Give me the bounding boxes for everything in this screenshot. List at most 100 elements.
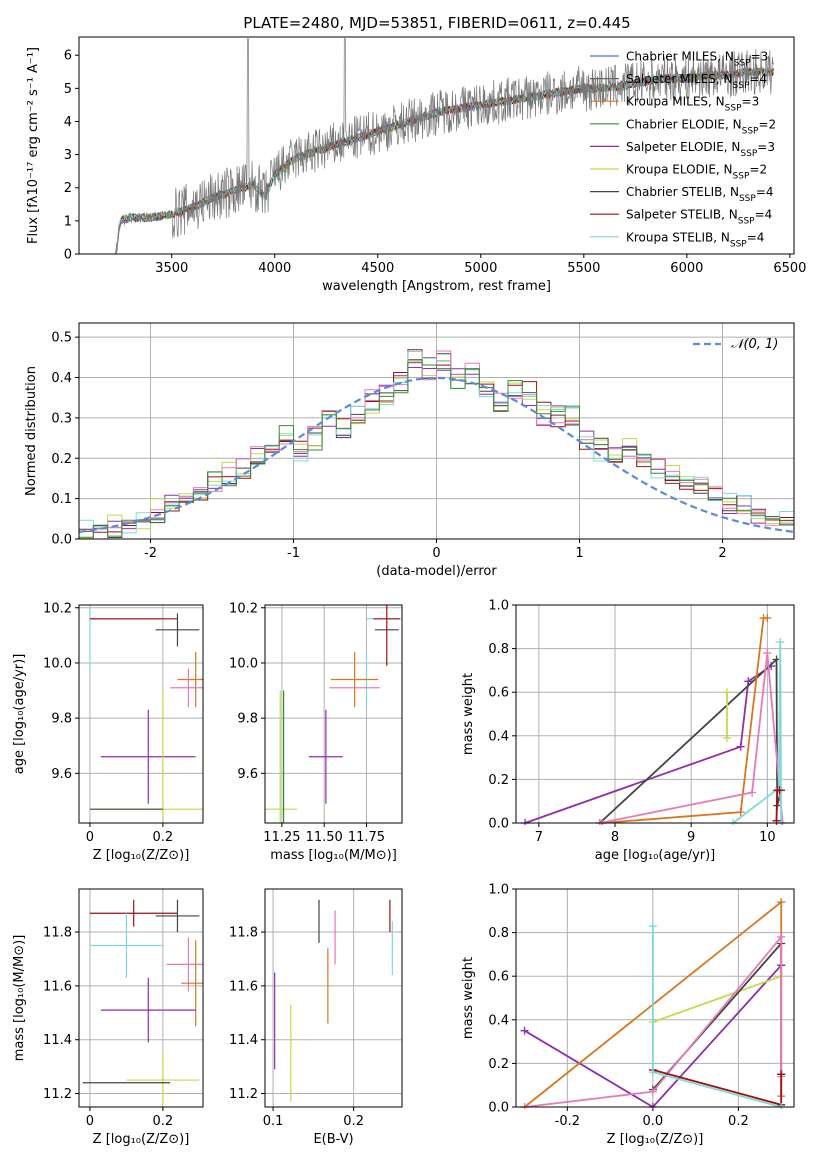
axes-frame: [515, 888, 795, 1108]
ticks: -0.2 0.0 0.2 0.0 0.2 0.4 0.6 0.8 1.0: [488, 883, 748, 1130]
y-tick-label: 0.4: [488, 1013, 509, 1028]
legend-label: Chabrier STELIB, NSSP=4: [626, 185, 774, 204]
series-marker: [748, 788, 757, 797]
y-tick-label: 10.2: [229, 601, 258, 616]
axes-frame: [78, 322, 795, 540]
y-tick-label: 1.0: [488, 883, 509, 898]
y-tick-label: 0.4: [488, 729, 509, 744]
series-marker: [776, 638, 785, 647]
y-tick-label: 0.4: [51, 371, 72, 386]
x-tick-label: -0.2: [555, 1114, 580, 1129]
y-tick-label: 11.2: [229, 1087, 258, 1102]
x-tick-label: -2: [144, 546, 157, 561]
series-marker: [772, 655, 781, 664]
series-marker: [736, 742, 745, 751]
y-tick-label: 1.0: [488, 599, 509, 614]
x-tick-label: 1: [575, 546, 583, 561]
age-vs-mass-panel: 11.25 11.50 11.75 9.6 9.8 10.0 10.2 mass [log₁₀…: [229, 601, 403, 863]
y-tick-label: 6: [64, 49, 72, 64]
ticks: 0.1 0.2 11.2 11.4 11.6 11.8: [229, 926, 364, 1129]
y-tick-label: 9.6: [237, 767, 258, 782]
x-tick-label: 5500: [567, 261, 600, 276]
x-tick-label: 0.2: [153, 830, 174, 845]
y-tick-label: 0.6: [488, 686, 509, 701]
ticks: 11.25 11.50 11.75 9.6 9.8 10.0 10.2: [229, 601, 385, 845]
y-tick-label: 1: [64, 214, 72, 229]
ticks: 0 0.2 11.2 11.4 11.6 11.8: [43, 926, 173, 1129]
legend-label: Salpeter STELIB, NSSP=4: [626, 208, 772, 227]
y-tick-label: 11.6: [43, 979, 72, 994]
x-tick-label: 0: [86, 830, 94, 845]
errorbar-point: [170, 668, 203, 708]
axes-frame: [264, 604, 403, 824]
series: [521, 614, 787, 825]
x-tick-label: 0.1: [263, 1114, 284, 1129]
y-tick-label: 0.0: [51, 533, 72, 548]
y-tick-label: 11.4: [229, 1033, 258, 1048]
grid: [265, 889, 402, 1107]
age-vs-Z-panel: 0 0.2 9.6 9.8 10.0 10.2 Z [log₁₀(Z/Z⊙)] age [lo…: [12, 601, 204, 863]
x-axis-label: mass [log₁₀(M/M⊙)]: [270, 848, 397, 863]
errorbar-point: [265, 690, 298, 823]
y-axis-label: mass weight: [461, 957, 476, 1039]
errorbar-point: [155, 613, 200, 647]
y-tick-label: 0.3: [51, 411, 72, 426]
x-tick-label: 11.25: [263, 830, 300, 845]
series-line-chab_stelib: [599, 657, 782, 824]
model-line-krou_stelib: [99, 66, 774, 254]
errorbar-point: [100, 977, 196, 1043]
legend: 𝒩(0, 1): [693, 337, 778, 352]
y-tick-label: 0.2: [51, 452, 72, 467]
grid: [79, 605, 203, 823]
x-tick-label: 8: [611, 830, 619, 845]
series-marker: [777, 898, 786, 907]
ticks: 7 8 9 10 0.0 0.2 0.4 0.6 0.8 1.0: [488, 599, 775, 846]
x-axis-label: Z [log₁₀(Z/Z⊙)]: [93, 1132, 190, 1147]
x-tick-label: 0.2: [153, 1114, 174, 1129]
y-tick-label: 0.0: [488, 1101, 509, 1116]
series-line-krou_stelib: [732, 642, 782, 824]
series-marker: [763, 614, 772, 623]
axes-frame: [78, 604, 204, 824]
x-tick-label: 6000: [670, 261, 703, 276]
residuals-panel: -2 -1 0 1 2 0.0 0.1 0.2 0.3 0.4 0.5 (data-model)/er…: [24, 322, 795, 579]
axes-frame: [264, 888, 403, 1108]
figure-title: PLATE=2480, MJD=53851, FIBERID=0611, z=0…: [243, 14, 630, 32]
x-axis-label: age [log₁₀(age/yr)]: [595, 848, 716, 863]
spectrum-lines: [99, 38, 774, 254]
y-axis-label: mass weight: [461, 673, 476, 755]
legend-label: Salpeter ELODIE, NSSP=3: [626, 140, 775, 159]
y-tick-label: 10.0: [229, 656, 258, 671]
y-tick-label: 9.8: [237, 712, 258, 727]
series-marker: [648, 922, 657, 931]
series-marker: [648, 1087, 657, 1096]
x-tick-label: 0.0: [643, 1114, 664, 1129]
y-axis-label: Normed distribution: [24, 366, 39, 496]
y-tick-label: 2: [64, 181, 72, 196]
series-marker: [744, 677, 753, 686]
mass-vs-ebv-panel: 0.1 0.2 11.2 11.4 11.6 11.8 E(B-V): [229, 888, 403, 1147]
x-axis-label: Z [log₁₀(Z/Z⊙)]: [607, 1132, 704, 1147]
grid: [79, 889, 203, 1107]
legend-label: Chabrier ELODIE, NSSP=2: [626, 117, 776, 136]
x-tick-label: 11.75: [348, 830, 385, 845]
errorbar-point: [177, 651, 203, 708]
errorbar-point: [181, 940, 203, 1027]
x-tick-label: 7: [535, 830, 543, 845]
series-line-salp_elodie: [524, 665, 772, 824]
x-tick-label: 0: [86, 1114, 94, 1129]
y-tick-label: 11.2: [43, 1087, 72, 1102]
y-tick-label: 5: [64, 82, 72, 97]
x-tick-label: -1: [287, 546, 300, 561]
errorbar-point: [308, 709, 343, 804]
x-axis-label: wavelength [Angstrom, rest frame]: [322, 279, 551, 294]
series-marker: [775, 786, 784, 795]
series-marker: [777, 1070, 786, 1079]
errorbar-point: [100, 709, 196, 804]
y-tick-label: 11.4: [43, 1033, 72, 1048]
y-tick-label: 0.6: [488, 970, 509, 985]
y-tick-label: 11.8: [229, 926, 258, 941]
series-marker: [520, 1026, 529, 1035]
y-tick-label: 3: [64, 148, 72, 163]
